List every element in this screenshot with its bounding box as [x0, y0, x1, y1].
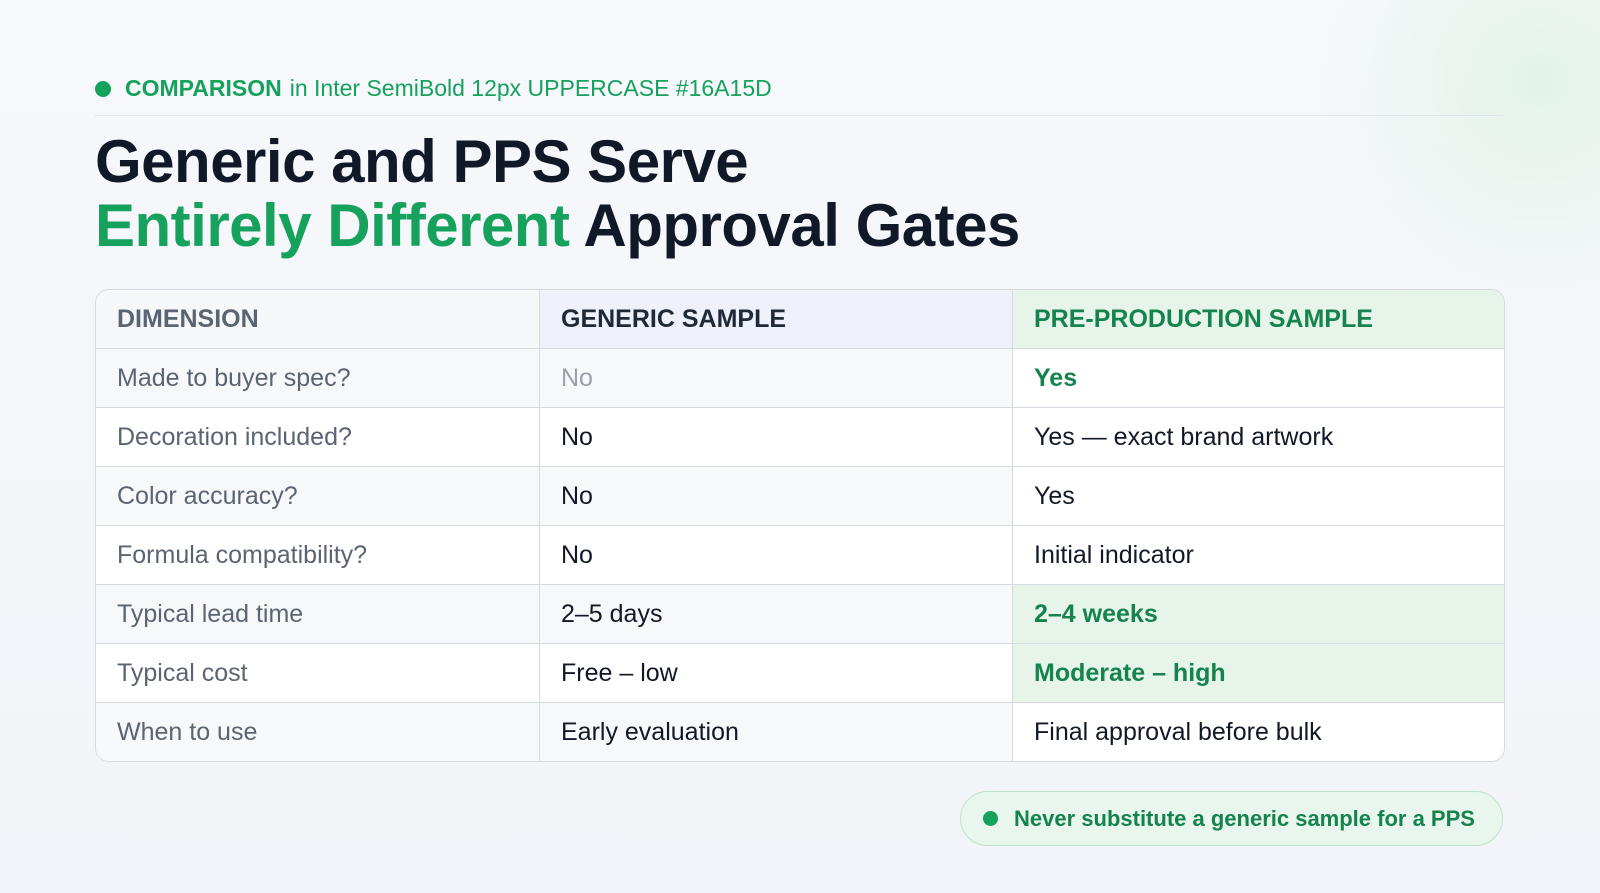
table-cell: Decoration included? — [96, 408, 540, 467]
table-cell: No — [540, 349, 1013, 408]
table-cell: No — [540, 526, 1013, 585]
callout-text: Never substitute a generic sample for a … — [1014, 805, 1475, 831]
title-highlight: Entirely Different — [95, 192, 570, 259]
table-cell: No — [540, 467, 1013, 526]
title-line: Entirely Different Approval Gates — [95, 194, 1020, 258]
table-row: Typical cost Free – low Moderate – high — [96, 644, 1504, 703]
table-row: Made to buyer spec? No Yes — [96, 349, 1504, 408]
table-row: Decoration included? No Yes — exact brand … — [96, 408, 1504, 467]
table-cell: 2–5 days — [540, 585, 1013, 644]
table-body: Made to buyer spec? No Yes Decoration inclu… — [96, 349, 1504, 761]
eyebrow-label: COMPARISON — [125, 75, 282, 101]
table-row: Typical lead time 2–5 days 2–4 weeks — [96, 585, 1504, 644]
header-cell: GENERIC SAMPLE — [540, 290, 1013, 349]
header-row: DIMENSION GENERIC SAMPLE PRE-PRODUCTION SA… — [96, 290, 1504, 349]
title: Generic and PPS Serve Entirely Different… — [95, 130, 1020, 258]
table-cell: Typical cost — [96, 644, 540, 703]
header-cell: DIMENSION — [96, 290, 540, 349]
table-cell: Initial indicator — [1013, 526, 1504, 585]
table-cell: Early evaluation — [540, 703, 1013, 761]
table-cell: When to use — [96, 703, 540, 761]
table-cell: 2–4 weeks — [1013, 585, 1504, 644]
eyebrow-note: in Inter SemiBold 12px UPPERCASE #16A15D — [289, 75, 772, 101]
header-cell: PRE-PRODUCTION SAMPLE — [1013, 290, 1504, 349]
table-cell: Moderate – high — [1013, 644, 1504, 703]
table-cell: Made to buyer spec? — [96, 349, 540, 408]
table-cell: Yes — exact brand artwork — [1013, 408, 1504, 467]
table-row: When to use Early evaluation Final approva… — [96, 703, 1504, 761]
table-cell: No — [540, 408, 1013, 467]
dot — [983, 811, 998, 826]
dot — [95, 80, 111, 97]
table-cell: Yes — [1013, 349, 1504, 408]
table-cell: Final approval before bulk — [1013, 703, 1504, 761]
divider — [95, 115, 1504, 116]
eyebrow: COMPARISON in Inter SemiBold 12px UPPERCA… — [95, 75, 772, 102]
table-row: Formula compatibility? No Initial indicato… — [96, 526, 1504, 585]
table-cell: Formula compatibility? — [96, 526, 540, 585]
title-line: Generic and PPS Serve — [95, 128, 749, 195]
callout: Never substitute a generic sample for a … — [960, 791, 1503, 846]
comparison-table: DIMENSION GENERIC SAMPLE PRE-PRODUCTION SA… — [95, 289, 1505, 762]
table-cell: Free – low — [540, 644, 1013, 703]
table-cell: Typical lead time — [96, 585, 540, 644]
table-cell: Yes — [1013, 467, 1504, 526]
table-cell: Color accuracy? — [96, 467, 540, 526]
table-row: Color accuracy? No Yes — [96, 467, 1504, 526]
title-rest: Approval Gates — [583, 192, 1020, 259]
